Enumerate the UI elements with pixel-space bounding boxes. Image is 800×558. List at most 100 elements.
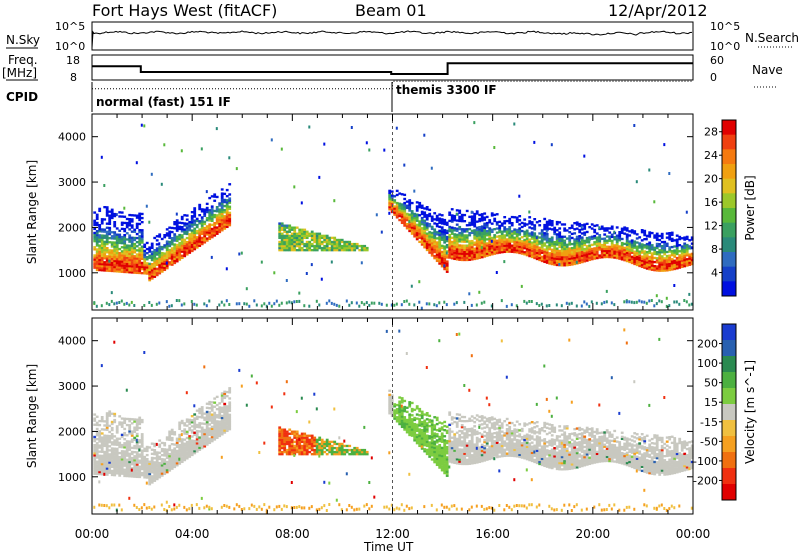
- data-cell: [101, 447, 104, 449]
- data-cell: [471, 211, 473, 214]
- data-cell: [173, 456, 176, 458]
- data-cell: [198, 440, 201, 442]
- data-cell: [628, 230, 631, 232]
- data-cell: [141, 264, 144, 266]
- data-cell: [436, 250, 439, 252]
- data-cell: [431, 226, 434, 228]
- data-cell: [671, 240, 674, 242]
- data-cell: [631, 231, 634, 233]
- data-cell: [413, 439, 416, 441]
- data-cell: [528, 249, 531, 251]
- data-cell: [401, 415, 404, 417]
- data-cell: [178, 428, 181, 430]
- data-cell: [106, 259, 109, 261]
- data-cell: [143, 448, 146, 450]
- data-cell: [306, 235, 309, 237]
- data-cell: [93, 450, 96, 452]
- data-cell: [413, 213, 416, 215]
- data-cell: [168, 237, 171, 239]
- data-cell: [556, 229, 559, 231]
- data-cell: [511, 247, 514, 249]
- data-cell: [166, 453, 169, 455]
- data-cell: [131, 469, 133, 472]
- data-cell: [186, 253, 189, 255]
- data-cell: [616, 249, 619, 251]
- data-cell: [658, 249, 661, 251]
- data-cell: [418, 445, 421, 447]
- data-cell: [341, 451, 344, 453]
- data-cell: [408, 424, 411, 426]
- data-cell: [128, 428, 131, 430]
- data-cell: [396, 418, 399, 420]
- data-cell: [173, 458, 176, 460]
- data-cell: [176, 299, 178, 302]
- data-cell: [433, 218, 436, 220]
- data-cell: [511, 234, 514, 236]
- data-cell: [93, 258, 96, 260]
- data-cell: [471, 304, 473, 307]
- data-cell: [321, 451, 324, 453]
- data-cell: [126, 271, 129, 273]
- data-cell: [111, 460, 114, 462]
- data-cell: [123, 456, 126, 458]
- data-cell: [141, 213, 144, 215]
- noise-right-tick-top: 10^5: [710, 20, 740, 33]
- data-cell: [496, 232, 499, 234]
- data-cell: [246, 287, 248, 290]
- data-cell: [518, 233, 521, 235]
- data-cell: [316, 247, 319, 249]
- data-cell: [136, 445, 139, 447]
- data-cell: [491, 247, 494, 249]
- data-cell: [193, 236, 196, 238]
- data-cell: [503, 251, 506, 253]
- data-cell: [106, 420, 109, 422]
- data-cell: [481, 302, 483, 305]
- data-cell: [206, 231, 209, 233]
- data-cell: [148, 275, 151, 277]
- data-cell: [106, 249, 109, 251]
- data-cell: [146, 464, 149, 466]
- data-cell: [133, 418, 136, 420]
- data-cell: [171, 247, 174, 249]
- data-cell: [473, 233, 476, 235]
- data-cell: [298, 505, 300, 508]
- data-cell: [468, 242, 471, 244]
- data-cell: [123, 254, 126, 256]
- data-cell: [291, 229, 294, 231]
- data-cell: [511, 232, 514, 234]
- freq-panel-frame: [92, 55, 693, 80]
- data-cell: [116, 264, 119, 266]
- data-cell: [93, 473, 96, 475]
- data-cell: [303, 249, 306, 251]
- data-cell: [483, 223, 486, 225]
- data-cell: [656, 302, 658, 305]
- data-cell: [436, 237, 439, 239]
- data-cell: [318, 437, 321, 439]
- data-cell: [131, 453, 134, 455]
- data-cell: [656, 251, 659, 253]
- data-cell: [458, 220, 461, 222]
- data-cell: [151, 173, 153, 176]
- data-cell: [418, 443, 421, 445]
- data-cell: [476, 304, 478, 307]
- data-cell: [318, 447, 321, 449]
- data-cell: [591, 250, 594, 252]
- data-cell: [503, 216, 506, 218]
- data-cell: [596, 247, 599, 249]
- data-cell: [411, 202, 414, 204]
- data-cell: [456, 248, 459, 250]
- data-cell: [311, 435, 314, 437]
- data-cell: [283, 439, 286, 441]
- data-cell: [186, 451, 189, 453]
- data-cell: [493, 248, 496, 250]
- data-cell: [423, 420, 426, 422]
- data-cell: [543, 236, 546, 238]
- data-cell: [588, 249, 591, 251]
- data-cell: [388, 451, 390, 454]
- data-cell: [556, 221, 559, 223]
- data-cell: [653, 267, 656, 269]
- data-cell: [498, 235, 501, 237]
- data-cell: [406, 431, 409, 433]
- data-cell: [646, 243, 649, 245]
- data-cell: [353, 453, 356, 455]
